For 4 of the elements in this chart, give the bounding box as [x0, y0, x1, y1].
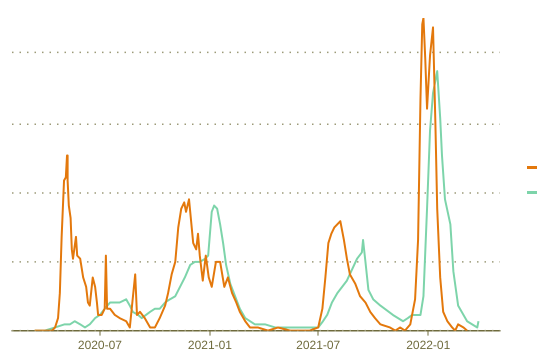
x-tick-label: 2020-07 [78, 338, 122, 352]
x-tick-label: 2021-07 [296, 338, 341, 352]
x-tick-label: 2021-01 [188, 338, 232, 352]
x-tick-label: 2022-01 [406, 338, 451, 352]
